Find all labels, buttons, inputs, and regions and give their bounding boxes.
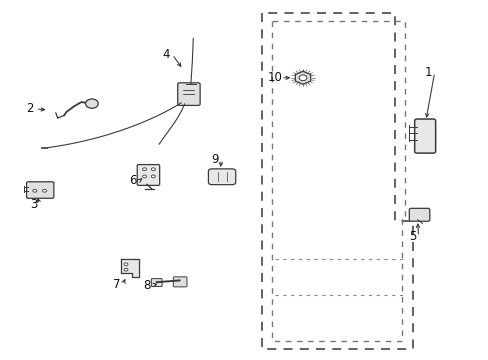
- Polygon shape: [121, 259, 139, 277]
- Text: 2: 2: [26, 103, 34, 116]
- FancyBboxPatch shape: [414, 119, 435, 153]
- FancyBboxPatch shape: [208, 169, 235, 185]
- Circle shape: [85, 99, 98, 108]
- Text: 7: 7: [113, 278, 120, 291]
- FancyBboxPatch shape: [26, 182, 54, 198]
- Circle shape: [151, 175, 155, 178]
- Text: 1: 1: [424, 66, 432, 79]
- Text: 10: 10: [267, 71, 282, 84]
- Polygon shape: [295, 71, 310, 84]
- Circle shape: [124, 268, 128, 271]
- FancyBboxPatch shape: [177, 83, 200, 105]
- Text: 4: 4: [163, 48, 170, 61]
- Text: 3: 3: [30, 198, 38, 211]
- FancyBboxPatch shape: [137, 165, 159, 185]
- Circle shape: [33, 189, 37, 192]
- Text: 8: 8: [143, 279, 150, 292]
- FancyBboxPatch shape: [151, 279, 162, 287]
- Circle shape: [42, 189, 46, 192]
- Circle shape: [142, 175, 146, 178]
- Text: 6: 6: [129, 174, 137, 187]
- Text: 9: 9: [211, 153, 219, 166]
- Text: 5: 5: [408, 230, 416, 243]
- Circle shape: [124, 263, 128, 266]
- Circle shape: [142, 168, 146, 171]
- FancyBboxPatch shape: [173, 277, 186, 287]
- Circle shape: [151, 168, 155, 171]
- FancyBboxPatch shape: [408, 208, 429, 221]
- Circle shape: [299, 75, 306, 81]
